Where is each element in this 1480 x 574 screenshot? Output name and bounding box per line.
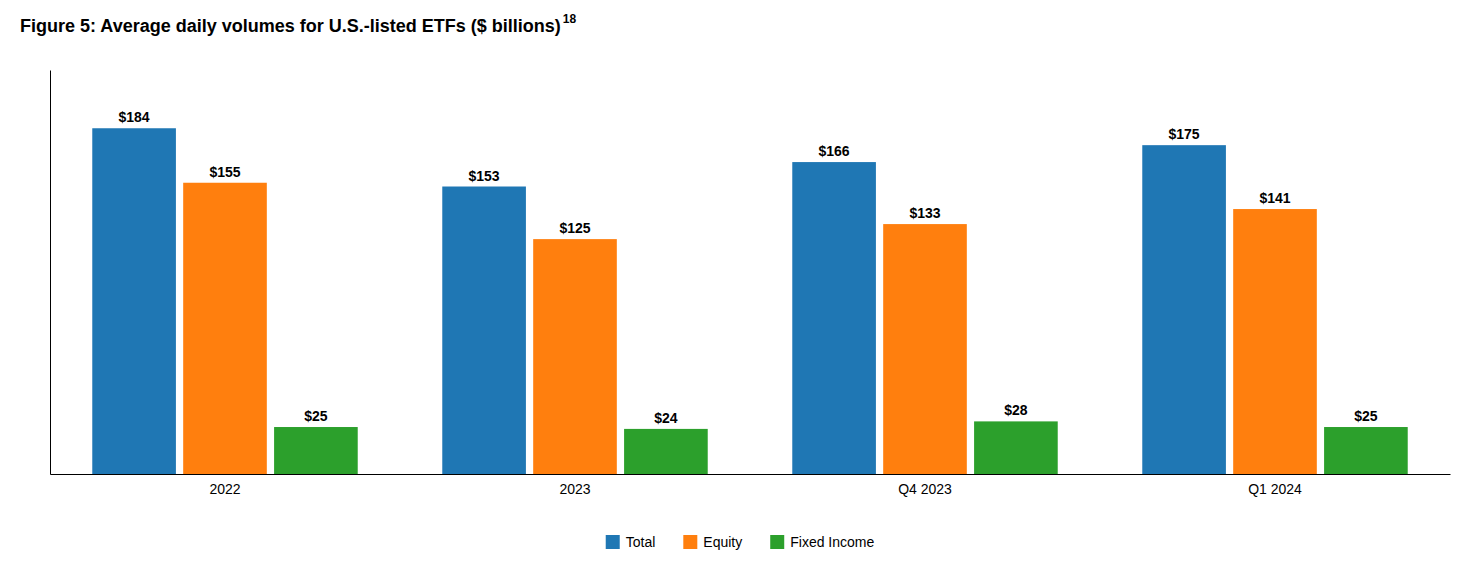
data-label: $184 — [119, 109, 150, 125]
title: Figure 5: Average daily volumes for U.S.… — [20, 16, 561, 36]
data-label: $166 — [819, 143, 850, 159]
data-label: $24 — [654, 410, 678, 426]
legend-item: Equity — [683, 534, 742, 550]
legend-item: Fixed Income — [770, 534, 874, 550]
data-label: $133 — [909, 205, 940, 221]
y-axis — [50, 71, 51, 475]
bar — [183, 183, 267, 474]
legend: Total Equity Fixed Income — [606, 534, 875, 550]
x-tick-label: Q1 2024 — [1248, 481, 1302, 497]
data-label: $125 — [559, 220, 590, 236]
legend-item: Total — [606, 534, 656, 550]
x-tick-label: 2022 — [209, 481, 240, 497]
data-label: $25 — [1354, 408, 1378, 424]
bars — [92, 128, 1407, 474]
axis-line — [51, 474, 1451, 475]
x-tick: 2022 — [209, 481, 240, 497]
chart-root: Figure 5: Average daily volumes for U.S.… — [0, 0, 1480, 574]
bar — [533, 239, 617, 474]
data-label: $141 — [1259, 190, 1290, 206]
bar — [1324, 427, 1408, 474]
x-tick: Q1 2024 — [1248, 481, 1302, 497]
x-tick: 2023 — [559, 481, 590, 497]
data-label: $25 — [304, 408, 328, 424]
bar — [792, 162, 876, 474]
data-label: $153 — [469, 168, 500, 184]
legend-label: Fixed Income — [790, 534, 874, 550]
bar — [883, 224, 967, 474]
axis-line — [50, 71, 51, 475]
bar — [442, 187, 526, 474]
bar — [974, 421, 1058, 474]
legend-label: Equity — [703, 534, 742, 550]
data-label: $175 — [1169, 126, 1200, 142]
legend-swatch — [683, 535, 697, 549]
data-label: $155 — [209, 164, 240, 180]
data-label: $28 — [1004, 402, 1028, 418]
legend-swatch — [606, 535, 620, 549]
bar — [1233, 209, 1317, 474]
bar — [92, 128, 176, 474]
x-tick: Q4 2023 — [898, 481, 952, 497]
bar — [1142, 145, 1226, 474]
data-labels: $184 $153 $166 $175 $155 $125 $133 $141 $25 $24 $2… — [119, 109, 1378, 426]
legend-label: Total — [626, 534, 656, 550]
bar — [624, 429, 708, 474]
legend-swatch — [770, 535, 784, 549]
bar — [274, 427, 358, 474]
title-superscript: 18 — [563, 12, 577, 26]
x-tick-label: Q4 2023 — [898, 481, 952, 497]
x-tick-label: 2023 — [559, 481, 590, 497]
x-axis: 2022 2023 Q4 2023 Q1 2024 — [51, 475, 1451, 497]
